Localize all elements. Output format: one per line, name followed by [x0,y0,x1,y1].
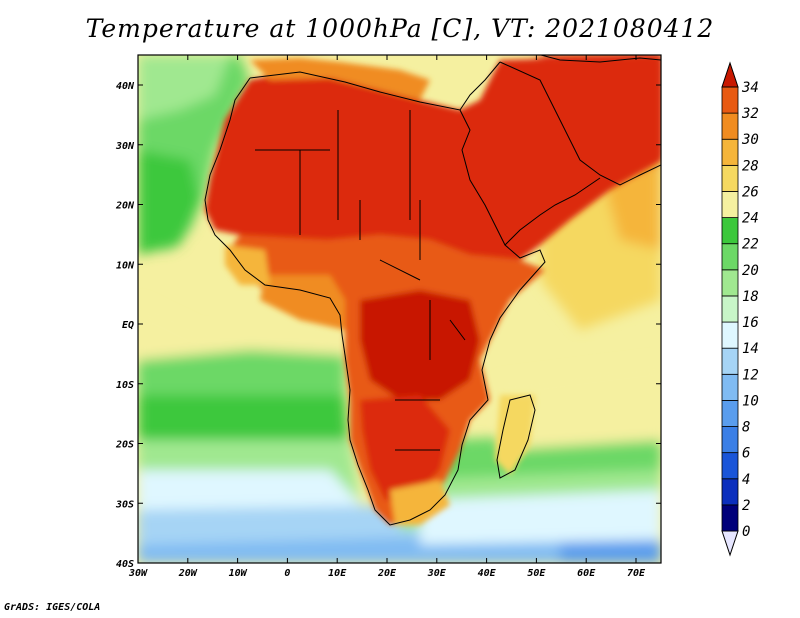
credit-text: GrADS: IGES/COLA [4,602,101,613]
colorbar-label: 2 [742,498,750,514]
colorbar-swatch [721,243,739,271]
colorbar-label: 24 [742,211,759,227]
lat-tick-label: 30N [115,141,135,152]
lat-tick-label: 40S [116,559,134,570]
colorbar-label: 12 [742,367,759,383]
coastlines [204,55,661,526]
colorbar-label: 16 [742,315,759,331]
colorbar-label: 28 [742,158,759,174]
lat-tick-label: 20S [115,440,134,451]
colorbar-swatch [721,452,739,480]
colorbar-swatch [721,191,739,218]
lon-tick-label: 70E [627,568,646,579]
colorbar-label: 18 [742,289,759,305]
lon-tick-label: 30E [427,568,447,579]
colorbar-label: 14 [742,341,759,357]
lon-tick-label: 50E [527,568,546,579]
colorbar-swatch [721,112,739,140]
lat-tick-label: 40N [116,81,135,92]
colorbar-label: 30 [741,132,759,148]
lon-tick-label: 10W [229,568,248,579]
colorbar-label: 26 [742,184,759,200]
lon-tick-label: 40E [478,568,497,579]
colorbar-swatch [721,269,739,297]
colorbar-label: 32 [741,106,759,122]
lat-tick-label: 30S [115,499,134,510]
colorbar-label: 8 [742,420,750,436]
colorbar-swatch [721,426,739,454]
map-frame [137,54,662,564]
longitude-axis: 30W 20W 10W 0 10E 20E 30E 40E 50E 60E 70E [128,55,646,579]
lat-tick-label: 10S [116,380,134,391]
lon-tick-label: 20W [178,568,198,579]
plot-title: Temperature at 1000hPa [C], VT: 20210804… [85,14,715,43]
colorbar-label: 4 [742,472,750,488]
colorbar-label: 22 [742,237,759,253]
lat-tick-label: 10N [116,260,135,271]
lat-tick-label: 20N [115,201,135,212]
latitude-axis: 40N 30N 20N 10N EQ 10S 20S 30S 40S [115,81,661,570]
colorbar-swatch [721,164,739,192]
colorbar-label: 0 [742,524,750,540]
colorbar-swatch [721,400,739,427]
colorbar-max-arrow [721,61,739,88]
lat-tick-label: EQ [122,320,134,331]
lon-tick-label: 10E [328,568,347,579]
colorbar-swatch [721,321,739,349]
temperature-field [138,55,661,563]
colorbar-label: 6 [742,446,750,462]
colorbar-min-arrow [721,530,739,557]
lon-tick-label: 60E [577,568,596,579]
colorbar-swatch [721,373,739,401]
colorbar-label: 10 [742,393,759,409]
lon-tick-label: 30W [128,568,148,579]
colorbar-swatch [721,347,739,375]
colorbar-label: 20 [742,263,759,279]
colorbar-swatch [721,217,739,245]
colorbar-swatch [721,295,739,323]
colorbar-swatch [721,504,739,532]
lon-tick-label: 20E [377,568,397,579]
colorbar-swatch [721,138,739,166]
colorbar-label: 34 [741,80,759,96]
colorbar-swatch [721,478,739,506]
colorbar-swatch [721,86,739,114]
lon-tick-label: 0 [284,568,290,579]
